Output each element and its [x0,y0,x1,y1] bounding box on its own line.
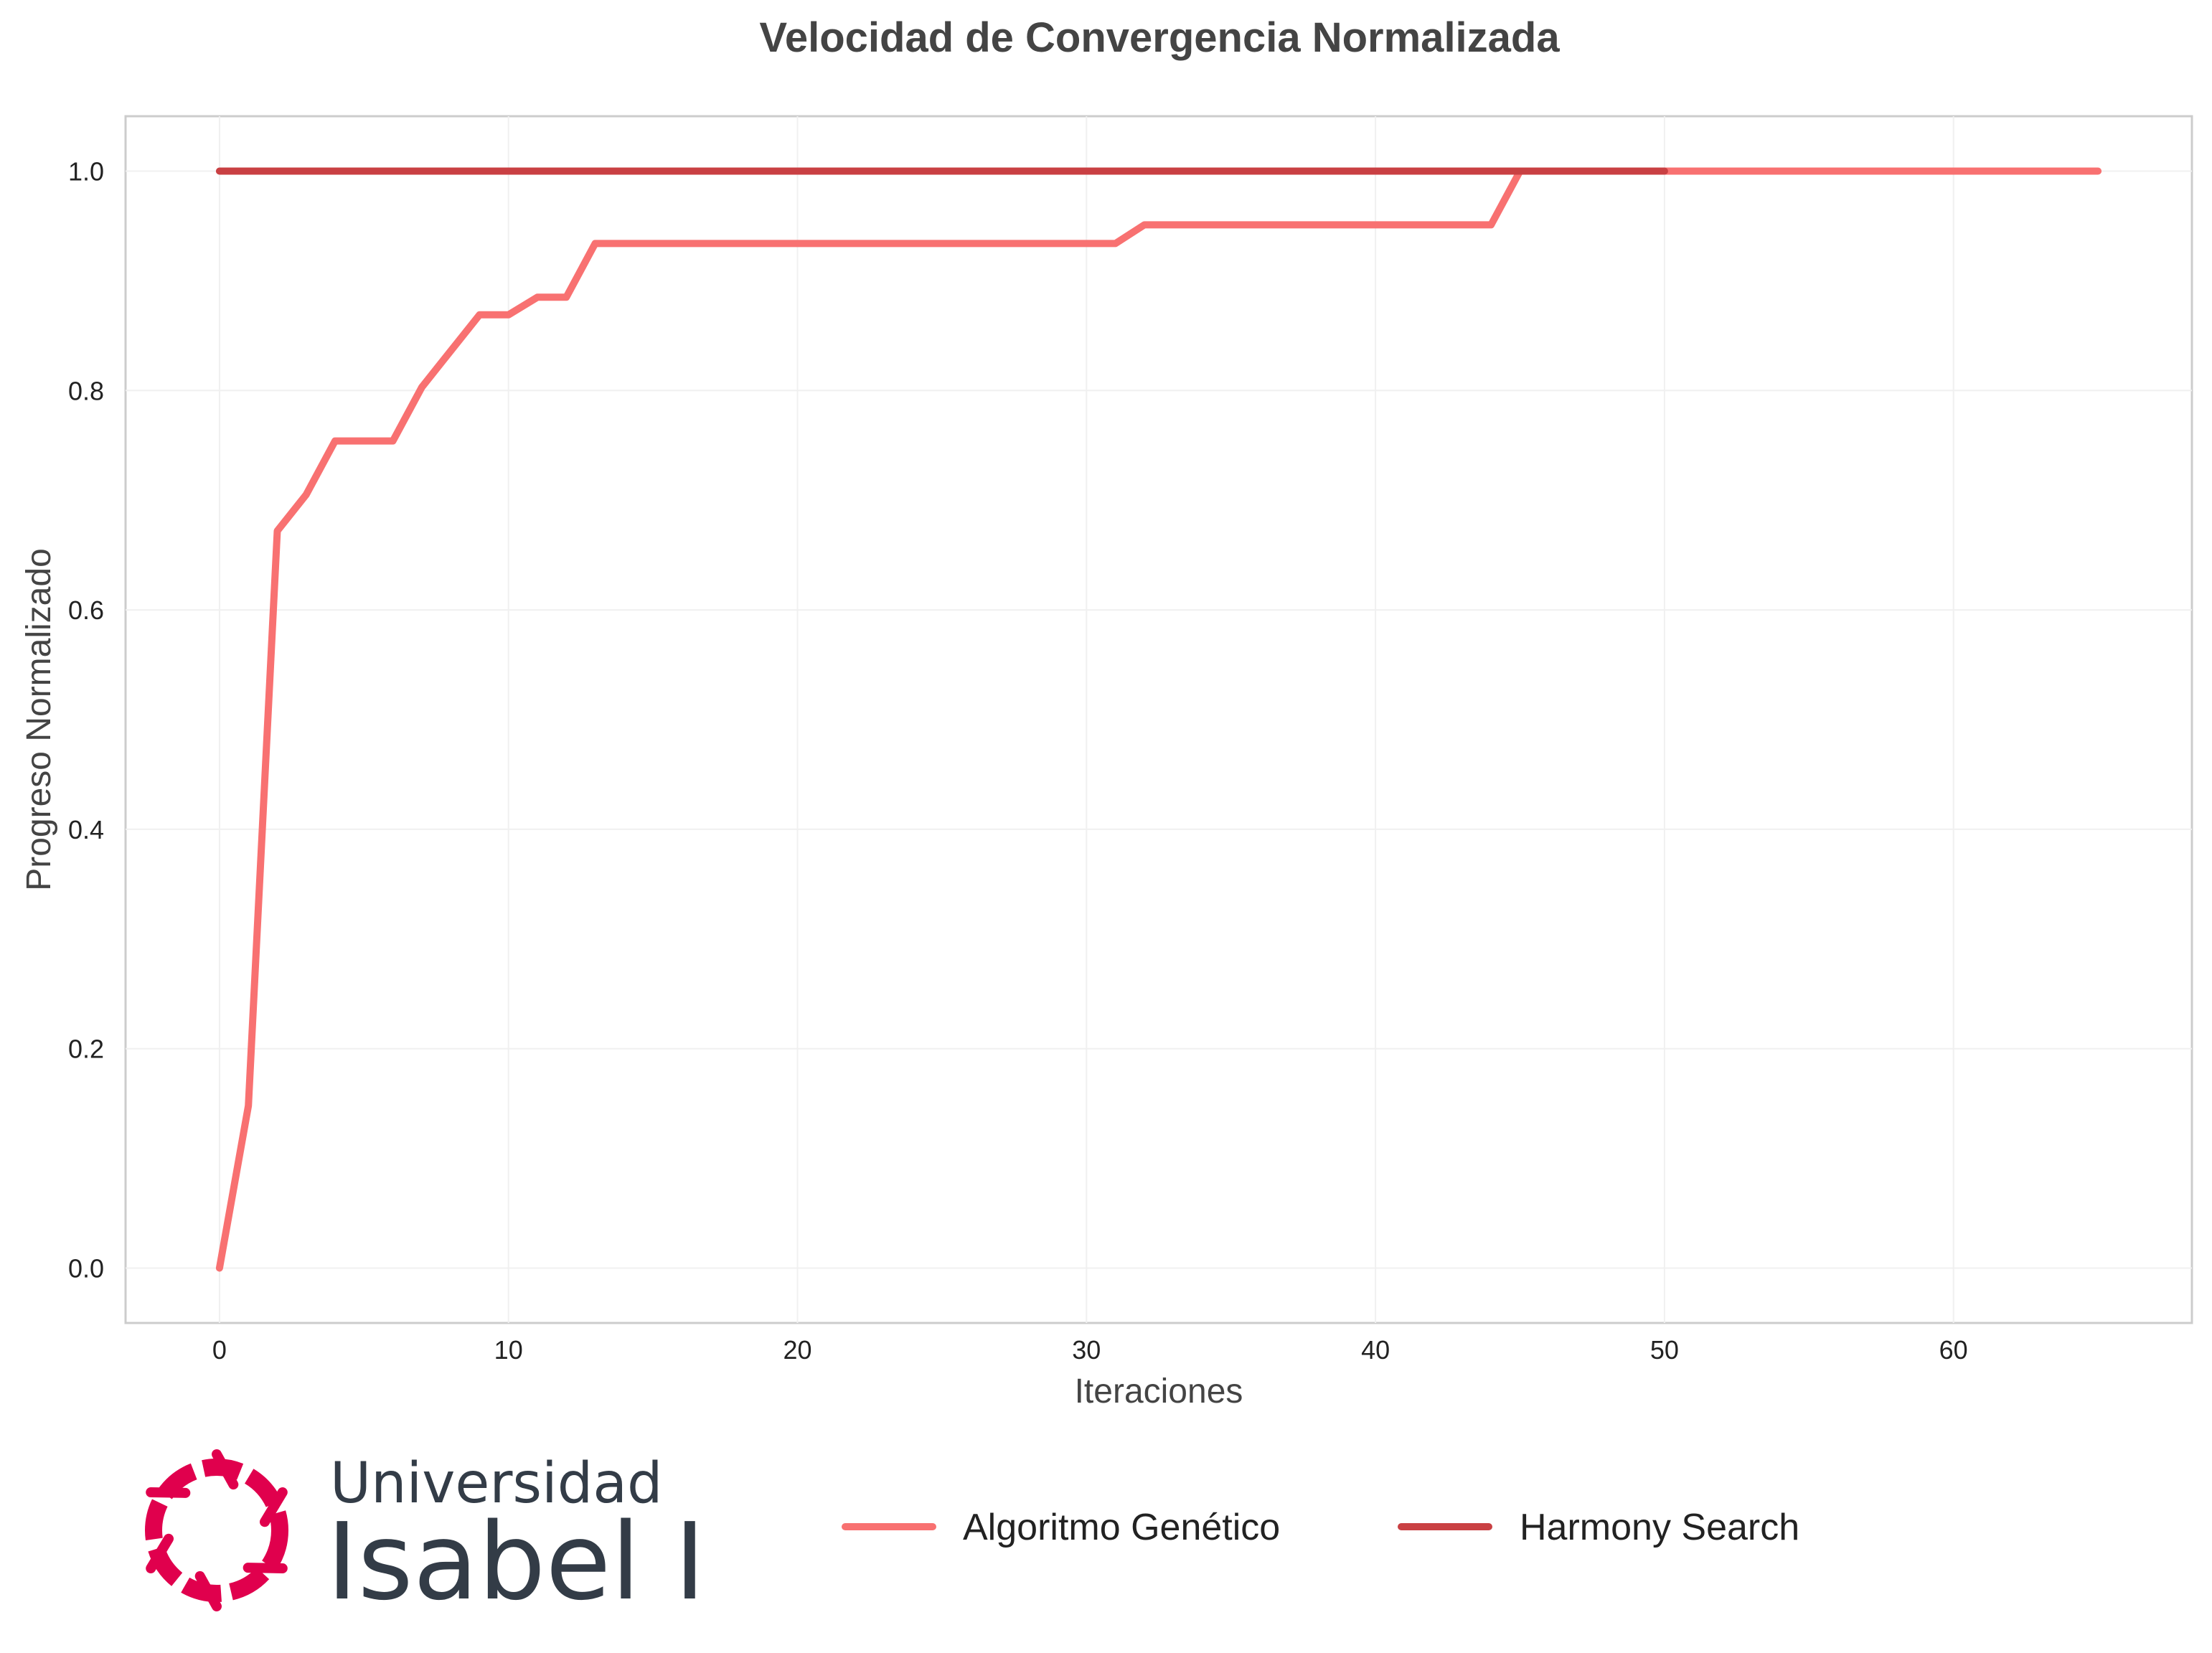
y-tick-label: 0.8 [68,376,104,405]
logo-line-2: Isabel I [326,1500,705,1624]
logo-segment [212,1449,239,1490]
x-axis-ticks: 0 10 20 30 40 50 60 [212,1335,1968,1365]
logo-segment [259,1487,288,1527]
y-tick-label: 0.6 [68,595,104,625]
logo-segment [194,1570,222,1611]
y-axis-ticks: 0.0 0.2 0.4 0.6 0.8 1.0 [68,156,104,1283]
x-axis-label: Iteraciones [1075,1372,1243,1411]
y-tick-label: 0.0 [68,1254,104,1284]
legend-label-harmony-search: Harmony Search [1520,1507,1799,1548]
logo-emblem-icon [145,1449,288,1611]
series-line-algoritmo-genetico [215,167,2102,1272]
legend: Algoritmo Genético Harmony Search [842,1507,1799,1548]
y-tick-label: 0.4 [68,815,104,844]
x-tick-label: 20 [783,1335,811,1365]
x-tick-label: 60 [1939,1335,1968,1365]
x-tick-label: 30 [1072,1335,1101,1365]
series-lines [215,167,2102,1272]
x-tick-label: 40 [1361,1335,1390,1365]
legend-label-algoritmo-genetico: Algoritmo Genético [963,1507,1280,1548]
x-tick-label: 10 [494,1335,523,1365]
logo-line-1: Universidad [330,1451,663,1516]
y-tick-label: 0.2 [68,1035,104,1064]
x-tick-label: 0 [212,1335,227,1365]
y-axis-label: Progreso Normalizado [20,548,58,891]
logo-ring [145,1459,288,1602]
plot-frame [124,115,2193,1324]
logo-segment [146,1533,174,1573]
chart-title: Velocidad de Convergencia Normalizada [759,14,1560,61]
university-logo: Universidad Isabel I [145,1449,705,1624]
y-tick-label: 1.0 [68,156,104,186]
plot-area: 0 10 20 30 40 50 60 0.0 0.2 0.4 0.6 0.8 1.0 [68,115,2193,1365]
x-tick-label: 50 [1650,1335,1679,1365]
logo-segment [146,1487,191,1498]
